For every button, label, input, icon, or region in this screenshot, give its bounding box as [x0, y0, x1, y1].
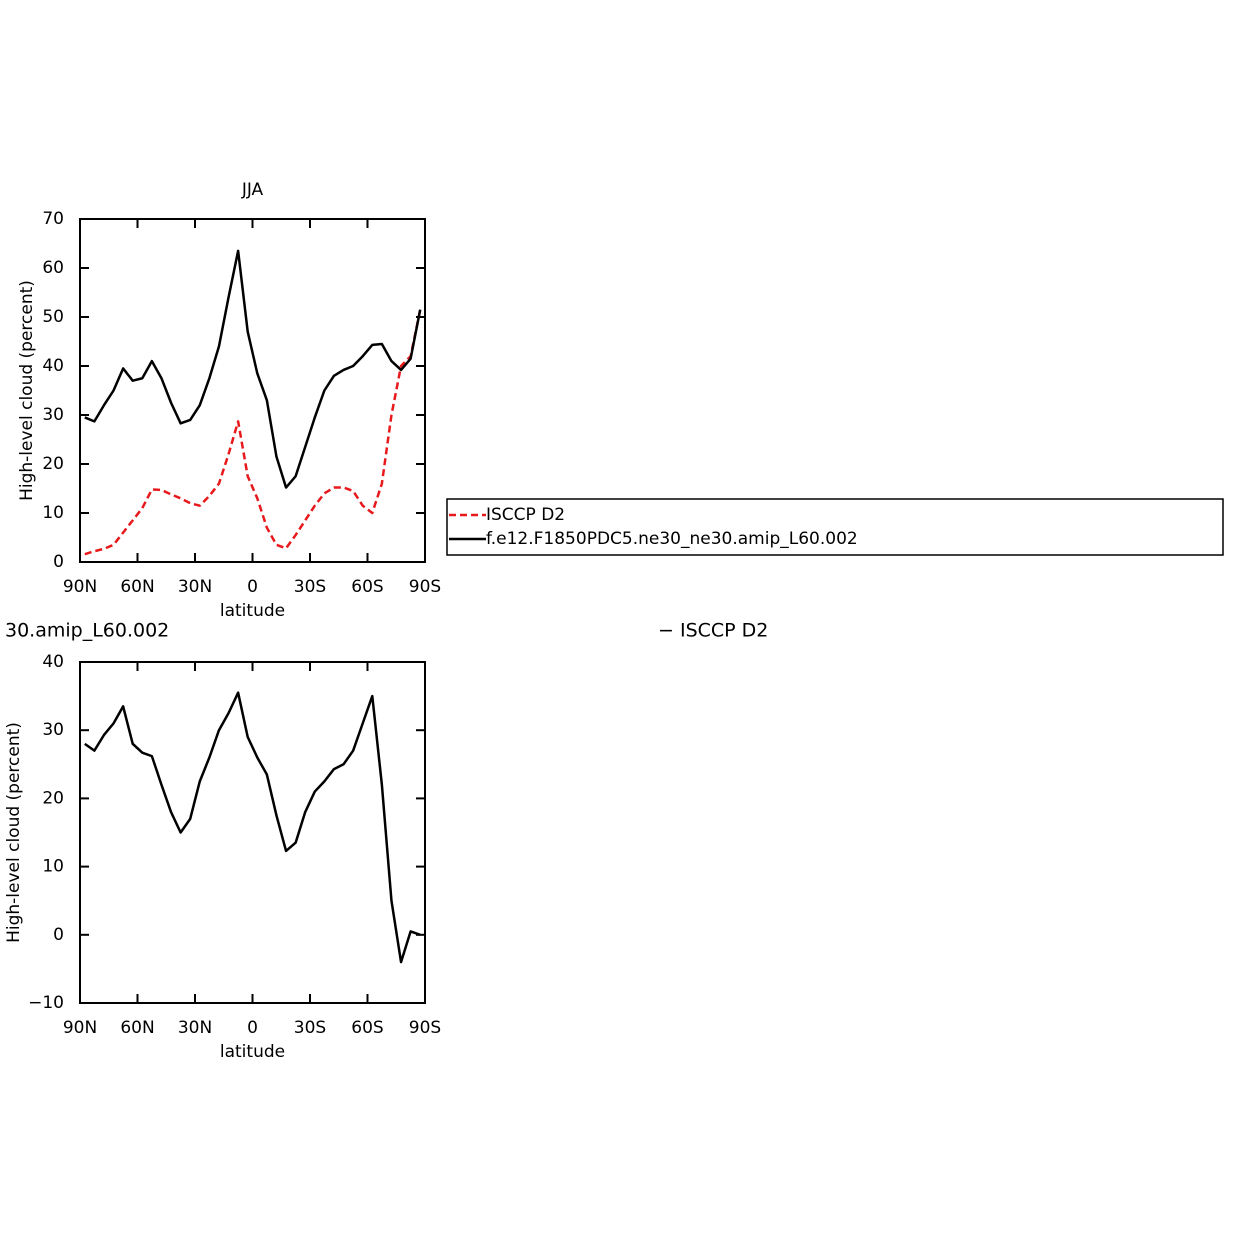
x-tick-label: 30N	[178, 577, 212, 597]
y-tick-label: 70	[42, 209, 64, 229]
x-tick-label: 30N	[178, 1018, 212, 1038]
chart-title-left: 30.amip_L60.002	[5, 620, 169, 642]
legend-box	[446, 498, 1224, 556]
x-tick-label: 60S	[351, 577, 383, 597]
y-axis-label: High-level cloud (percent)	[4, 722, 24, 943]
x-tick-label: 60S	[351, 1018, 383, 1038]
x-tick-label: 60N	[120, 577, 154, 597]
x-tick-label: 0	[247, 577, 258, 597]
x-tick-label: 30S	[294, 1018, 326, 1038]
y-tick-label: 30	[42, 720, 64, 740]
plot-frame	[79, 218, 426, 563]
data-line	[84, 691, 421, 964]
x-tick-label: 60N	[120, 1018, 154, 1038]
y-tick-label: 20	[42, 788, 64, 808]
y-tick-label: 30	[42, 405, 64, 425]
plot-frame	[79, 661, 426, 1004]
x-tick-label: 90N	[63, 577, 97, 597]
data-line	[84, 249, 422, 489]
y-tick-label: 0	[53, 552, 64, 572]
y-tick-label: 10	[42, 857, 64, 877]
legend-label: f.e12.F1850PDC5.ne30_ne30.amip_L60.002	[486, 529, 858, 549]
y-tick-label: 20	[42, 454, 64, 474]
x-tick-label: 30S	[294, 577, 326, 597]
data-line	[84, 309, 422, 556]
chart-title: JJA	[241, 180, 264, 200]
legend-label: ISCCP D2	[486, 505, 565, 525]
x-tick-label: 90S	[409, 577, 441, 597]
x-tick-label: 90S	[409, 1018, 441, 1038]
y-tick-label: 60	[42, 258, 64, 278]
y-tick-label: 40	[42, 652, 64, 672]
x-tick-label: 90N	[63, 1018, 97, 1038]
y-tick-label: 50	[42, 307, 64, 327]
y-tick-label: 40	[42, 356, 64, 376]
y-tick-label: −10	[28, 993, 64, 1013]
y-axis-label: High-level cloud (percent)	[17, 280, 37, 501]
chart-title-right: − ISCCP D2	[658, 620, 768, 642]
x-axis-label: latitude	[220, 601, 285, 621]
x-tick-label: 0	[247, 1018, 258, 1038]
y-tick-label: 10	[42, 503, 64, 523]
y-tick-label: 0	[53, 925, 64, 945]
x-axis-label: latitude	[220, 1042, 285, 1062]
